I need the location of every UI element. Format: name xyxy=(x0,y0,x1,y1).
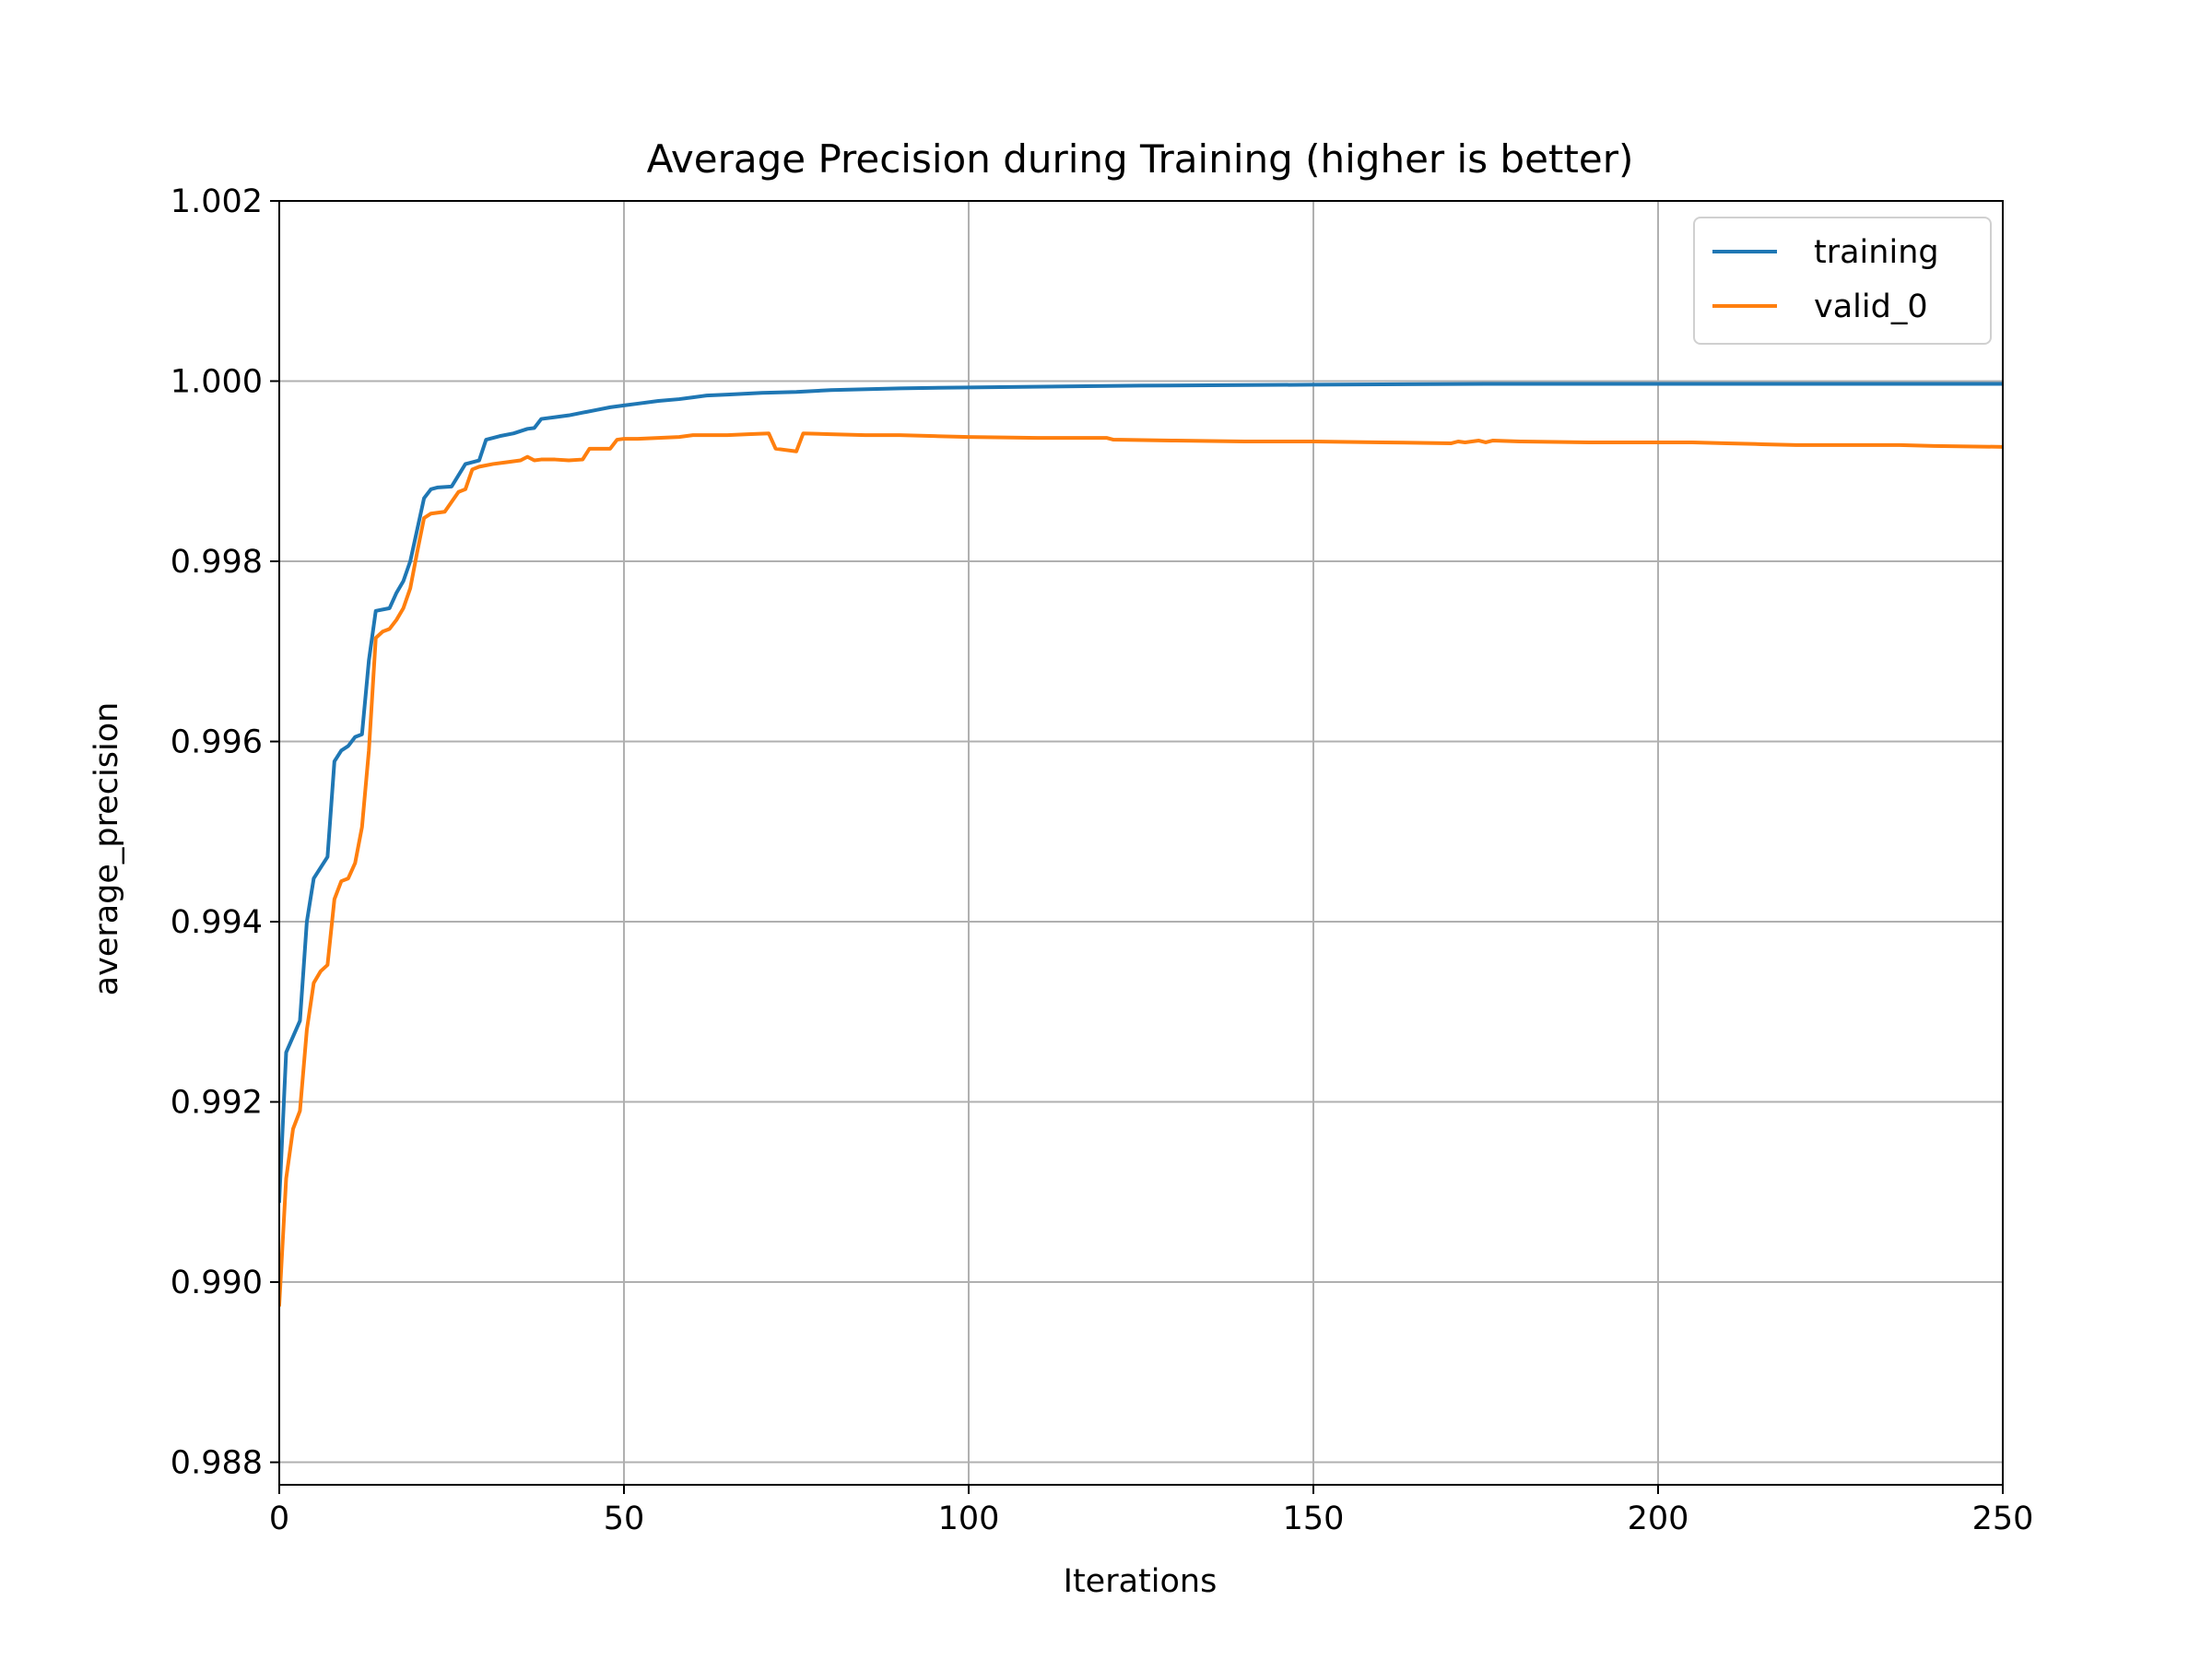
series-lines xyxy=(279,382,2003,1307)
x-tick-label: 200 xyxy=(1628,1500,1689,1537)
x-tick-label: 150 xyxy=(1283,1500,1345,1537)
plot-frame xyxy=(278,200,2004,1486)
y-tick-label: 1.000 xyxy=(171,364,263,401)
legend-label-valid-0: valid_0 xyxy=(1814,288,1928,325)
series-line-valid-0 xyxy=(279,431,2003,1307)
legend-box xyxy=(1693,217,1992,345)
y-tick-label: 0.990 xyxy=(171,1265,263,1301)
axis-ticks: 0 50 100 150 200 250 0.988 0.990 0.992 0.994 0.996… xyxy=(171,183,2034,1537)
y-tick-label: 0.992 xyxy=(171,1085,263,1122)
chart-title: Average Precision during Training (highe… xyxy=(647,136,1634,182)
x-tick-label: 50 xyxy=(604,1500,645,1537)
y-tick-label: 0.988 xyxy=(171,1445,263,1482)
x-tick-label: 250 xyxy=(1972,1500,2034,1537)
y-axis-title: average_precision xyxy=(88,702,125,996)
y-tick-label: 1.002 xyxy=(171,183,263,220)
y-tick-label: 0.996 xyxy=(171,724,263,761)
y-tick-label: 0.998 xyxy=(171,544,263,581)
y-tick-label: 0.994 xyxy=(171,904,263,941)
x-axis-title: Iterations xyxy=(1064,1563,1218,1600)
x-tick-label: 100 xyxy=(938,1500,1000,1537)
x-tick-label: 0 xyxy=(269,1500,289,1537)
series-line-training xyxy=(279,382,2003,1204)
legend-label-training: training xyxy=(1814,234,1939,271)
legend: training valid_0 xyxy=(1693,217,1992,345)
